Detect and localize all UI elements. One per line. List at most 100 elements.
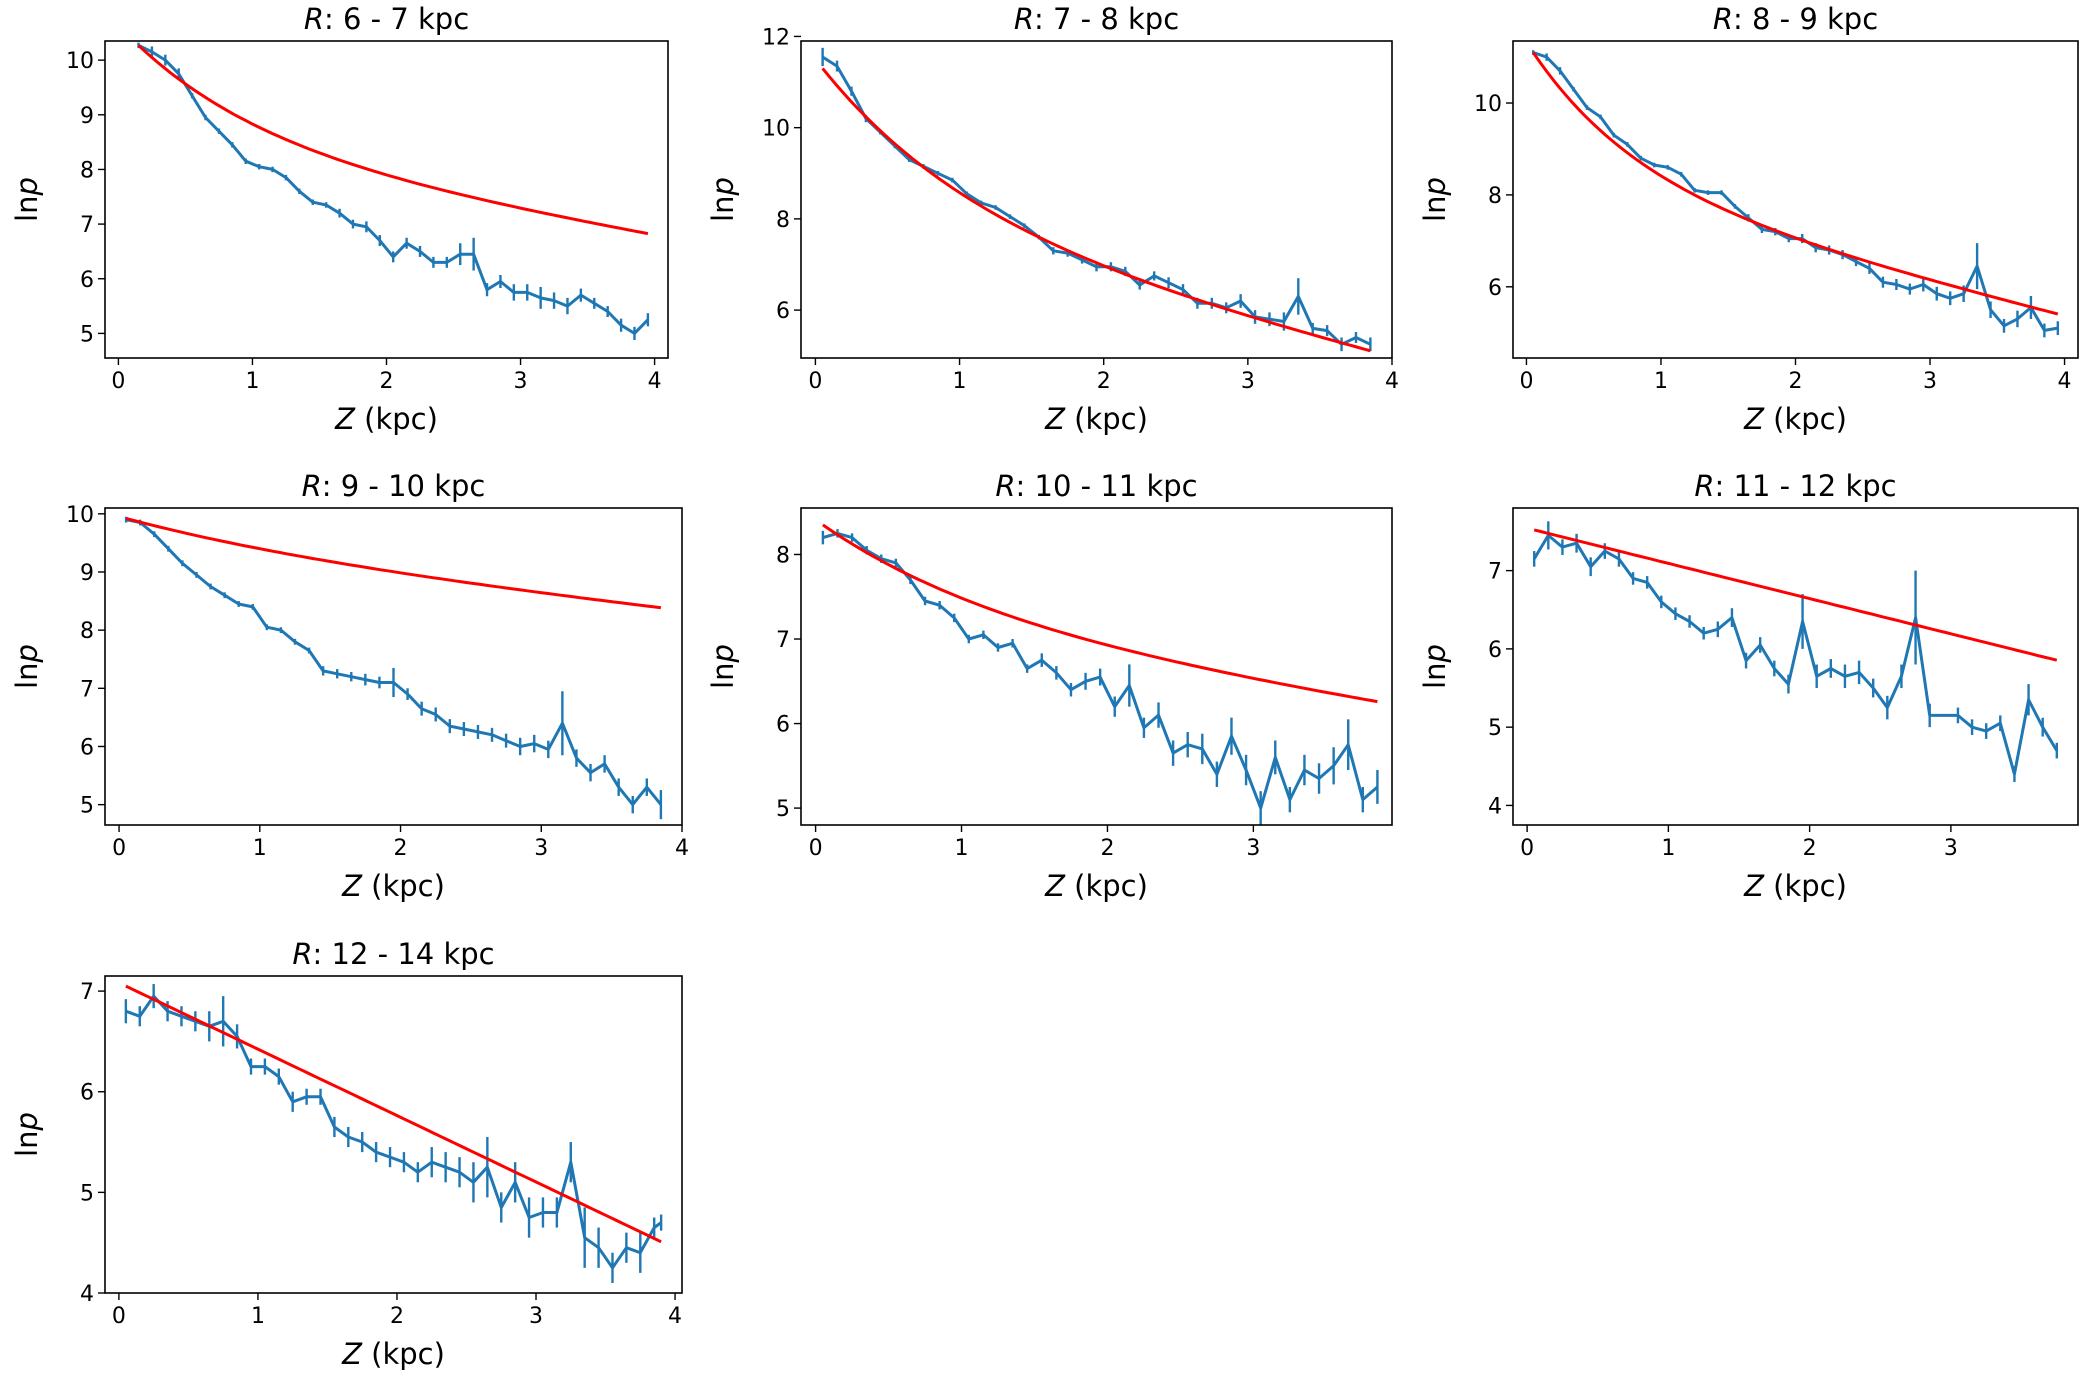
plot-area-frame [800,40,1393,359]
x-axis-label: Z (kpc) [1044,869,1148,903]
y-tick-label: 6 [80,268,94,293]
y-axis-ln: ln [10,1130,44,1156]
x-tick-label: 3 [534,836,548,861]
x-tick-label: 1 [953,369,967,394]
y-tick-label: 8 [776,208,790,233]
x-axis-unit: (kpc) [362,869,445,903]
x-tick-label: 0 [808,369,822,394]
data-series-line [125,518,663,807]
model-fit-line [1531,51,2059,316]
x-axis-unit: (kpc) [1065,869,1148,903]
data-series-line [1532,51,2059,332]
y-tick-label: 9 [80,561,94,586]
data-series-line [1532,533,2059,776]
y-tick-label: 10 [762,117,790,142]
y-axis-label: lnp [10,1112,44,1157]
x-tick-label: 2 [1803,836,1817,861]
plot-area-frame [800,507,1393,826]
plot-area-frame [1512,507,2079,826]
subplot-title: R: 11 - 12 kpc [1694,469,1896,503]
title-range: : 7 - 8 kpc [1034,2,1179,36]
x-axis-variable: Z [1743,869,1765,903]
title-range: : 9 - 10 kpc [322,469,486,503]
x-tick-label: 3 [529,1304,543,1329]
x-axis-label: Z (kpc) [341,1337,445,1371]
subplot-title: R: 8 - 9 kpc [1713,2,1878,36]
y-tick-label: 6 [1488,638,1502,663]
x-tick-label: 3 [1241,369,1255,394]
x-tick-label: 0 [1519,369,1533,394]
title-variable: R [304,2,324,36]
data-series-line [125,994,662,1270]
model-fit-line [125,984,662,1244]
plot-area-frame [104,40,669,359]
x-tick-label: 2 [390,1304,404,1329]
x-tick-label: 2 [380,369,394,394]
title-range: : 10 - 11 kpc [1016,469,1198,503]
y-tick-label: 5 [80,322,94,347]
x-axis-variable: Z [341,1337,363,1371]
subplot-6: R: 11 - 12 kpc 0 1 2 3 4 5 6 7 Z (kpc) lnp [1418,469,2079,903]
x-axis-label: Z (kpc) [1743,402,1847,436]
x-tick-label: 3 [1246,836,1260,861]
model-fit-line [821,67,1371,353]
title-variable: R [1014,2,1034,36]
y-tick-label: 8 [776,543,790,568]
x-tick-label: 4 [648,369,662,394]
y-tick-label: 12 [762,25,790,50]
y-tick-label: 10 [66,503,94,528]
x-tick-label: 2 [1789,369,1803,394]
y-axis-label: lnp [1418,644,1452,689]
y-axis-variable: p [10,1112,44,1131]
y-tick-label: 5 [1488,716,1502,741]
x-tick-label: 2 [1097,369,1111,394]
data-series-line [137,44,649,335]
data-series-line [821,55,1372,346]
x-axis-label: Z (kpc) [1743,869,1847,903]
y-axis-variable: p [706,177,740,196]
y-tick-label: 7 [776,628,790,653]
y-tick-label: 5 [80,1181,94,1206]
title-variable: R [292,937,312,971]
subplot-title: R: 7 - 8 kpc [1014,2,1179,36]
x-axis-label: Z (kpc) [341,869,445,903]
model-fit-line [125,517,662,610]
x-axis-label: Z (kpc) [334,402,438,436]
x-tick-label: 0 [111,369,125,394]
title-variable: R [995,469,1015,503]
subplot-5: R: 10 - 11 kpc 0 1 2 3 5 6 7 8 Z (kpc) lnp [706,469,1393,903]
title-range: : 6 - 7 kpc [324,2,469,36]
y-axis-label: lnp [10,644,44,689]
y-tick-label: 7 [1488,560,1502,585]
y-tick-label: 6 [80,735,94,760]
x-tick-label: 1 [1661,836,1675,861]
x-tick-label: 0 [112,1304,126,1329]
x-tick-label: 3 [1944,836,1958,861]
x-axis-variable: Z [1044,869,1066,903]
x-tick-label: 4 [2058,369,2072,394]
y-tick-label: 5 [776,797,790,822]
y-tick-label: 4 [80,1282,94,1307]
x-tick-label: 0 [112,836,126,861]
x-tick-label: 0 [809,836,823,861]
model-fit-line [137,44,649,236]
y-tick-label: 6 [1488,276,1502,301]
x-axis-unit: (kpc) [1764,869,1847,903]
y-tick-label: 6 [776,713,790,738]
x-axis-variable: Z [334,402,356,436]
model-fit-line [822,523,1378,704]
subplot-title: R: 12 - 14 kpc [292,937,494,971]
title-variable: R [302,469,322,503]
x-tick-label: 4 [1385,369,1399,394]
y-axis-variable: p [10,644,44,663]
y-tick-label: 7 [80,213,94,238]
y-tick-label: 4 [1488,794,1502,819]
x-tick-label: 1 [1654,369,1668,394]
x-tick-label: 0 [1520,836,1534,861]
y-axis-variable: p [10,177,44,196]
y-axis-ln: ln [706,195,740,221]
x-axis-variable: Z [341,869,363,903]
y-axis-ln: ln [706,662,740,688]
x-axis-variable: Z [1743,402,1765,436]
